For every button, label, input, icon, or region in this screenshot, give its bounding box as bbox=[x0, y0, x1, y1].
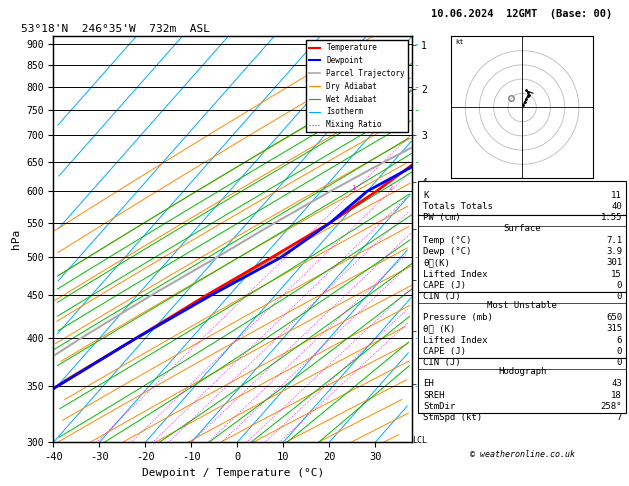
Text: Hodograph: Hodograph bbox=[498, 367, 546, 376]
Text: Mixing Ratio (g/kg): Mixing Ratio (g/kg) bbox=[440, 184, 450, 295]
Text: Surface: Surface bbox=[503, 224, 541, 232]
Text: 18: 18 bbox=[611, 391, 622, 399]
Text: 7.1: 7.1 bbox=[606, 236, 622, 245]
Text: 7: 7 bbox=[616, 413, 622, 422]
Text: 258°: 258° bbox=[601, 402, 622, 411]
Text: Pressure (mb): Pressure (mb) bbox=[423, 313, 493, 322]
Text: 1.55: 1.55 bbox=[601, 213, 622, 223]
Text: 0: 0 bbox=[616, 358, 622, 367]
Text: 3.9: 3.9 bbox=[606, 247, 622, 256]
Text: Dewp (°C): Dewp (°C) bbox=[423, 247, 472, 256]
Text: CIN (J): CIN (J) bbox=[423, 358, 461, 367]
Text: CAPE (J): CAPE (J) bbox=[423, 281, 466, 290]
Text: θᴄ(K): θᴄ(K) bbox=[423, 258, 450, 267]
X-axis label: Dewpoint / Temperature (°C): Dewpoint / Temperature (°C) bbox=[142, 468, 324, 478]
Text: -: - bbox=[413, 39, 419, 50]
Text: -: - bbox=[413, 252, 419, 262]
Text: θᴄ (K): θᴄ (K) bbox=[423, 325, 455, 333]
Text: StmSpd (kt): StmSpd (kt) bbox=[423, 413, 482, 422]
Text: StmDir: StmDir bbox=[423, 402, 455, 411]
Text: -: - bbox=[413, 382, 419, 391]
Text: 1: 1 bbox=[351, 185, 355, 191]
Text: 6: 6 bbox=[616, 336, 622, 345]
Text: Lifted Index: Lifted Index bbox=[423, 336, 488, 345]
Text: 43: 43 bbox=[611, 380, 622, 388]
Text: -: - bbox=[413, 60, 419, 70]
Text: Temp (°C): Temp (°C) bbox=[423, 236, 472, 245]
Text: 650: 650 bbox=[606, 313, 622, 322]
Text: 0: 0 bbox=[616, 347, 622, 356]
Text: CIN (J): CIN (J) bbox=[423, 292, 461, 301]
Text: -: - bbox=[413, 105, 419, 116]
Text: Totals Totals: Totals Totals bbox=[423, 202, 493, 211]
Text: K: K bbox=[423, 191, 429, 200]
Text: -: - bbox=[413, 82, 419, 92]
Text: 2: 2 bbox=[388, 185, 392, 191]
Text: -: - bbox=[413, 157, 419, 167]
Text: 301: 301 bbox=[606, 258, 622, 267]
Text: 40: 40 bbox=[611, 202, 622, 211]
Text: 53°18'N  246°35'W  732m  ASL: 53°18'N 246°35'W 732m ASL bbox=[21, 24, 210, 35]
Text: 0: 0 bbox=[616, 281, 622, 290]
Text: 315: 315 bbox=[606, 325, 622, 333]
Text: LCL: LCL bbox=[413, 436, 427, 445]
Legend: Temperature, Dewpoint, Parcel Trajectory, Dry Adiabat, Wet Adiabat, Isotherm, Mi: Temperature, Dewpoint, Parcel Trajectory… bbox=[306, 40, 408, 132]
Text: kt: kt bbox=[455, 38, 464, 45]
Text: Most Unstable: Most Unstable bbox=[487, 301, 557, 310]
Text: 10.06.2024  12GMT  (Base: 00): 10.06.2024 12GMT (Base: 00) bbox=[431, 9, 613, 19]
Text: 11: 11 bbox=[611, 191, 622, 200]
Text: SREH: SREH bbox=[423, 391, 445, 399]
Text: Lifted Index: Lifted Index bbox=[423, 270, 488, 278]
Text: -: - bbox=[413, 333, 419, 343]
Y-axis label: km
ASL: km ASL bbox=[438, 228, 455, 250]
Text: PW (cm): PW (cm) bbox=[423, 213, 461, 223]
Text: © weatheronline.co.uk: © weatheronline.co.uk bbox=[470, 450, 574, 459]
Text: 15: 15 bbox=[611, 270, 622, 278]
Text: CAPE (J): CAPE (J) bbox=[423, 347, 466, 356]
Y-axis label: hPa: hPa bbox=[11, 229, 21, 249]
Text: EH: EH bbox=[423, 380, 434, 388]
Text: 0: 0 bbox=[616, 292, 622, 301]
